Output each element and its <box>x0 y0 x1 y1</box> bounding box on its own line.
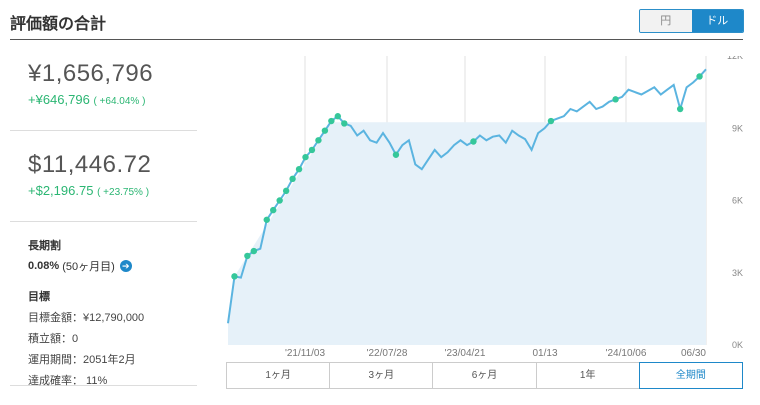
arrow-right-icon[interactable]: ➔ <box>119 260 132 272</box>
chart-point <box>263 216 270 223</box>
y-tick-label: 12K <box>727 56 743 61</box>
range-tab-1y[interactable]: 1年 <box>536 363 640 388</box>
chart-point <box>547 117 555 125</box>
highlight-points <box>231 73 703 280</box>
chart-point <box>289 175 296 183</box>
chart-point <box>308 146 316 154</box>
x-axis-ticks: '21/11/03 '22/07/28 '23/04/21 01/13 '24/10/0… <box>285 348 706 359</box>
chart-point <box>295 165 303 173</box>
chart-point <box>676 105 684 113</box>
chart-point <box>302 153 309 161</box>
chart-point <box>282 187 290 195</box>
goal-target-amount: 目標金額：¥12,790,000 <box>28 312 145 324</box>
range-tab-all[interactable]: 全期間 <box>638 362 744 389</box>
goal-monthly-contribution: 積立額：0 <box>28 333 79 345</box>
chart-point <box>250 247 258 255</box>
currency-toggle: 円 ドル <box>639 9 744 33</box>
valuation-line <box>227 68 707 324</box>
y-tick-label: 3K <box>732 268 743 278</box>
x-tick-label: 01/13 <box>532 348 557 359</box>
chart-point <box>334 113 342 120</box>
yen-gain: +¥646,796 ( +64.04% ) <box>28 92 197 107</box>
principal-area <box>228 122 706 346</box>
yen-gain-percent: ( +64.04% ) <box>93 96 146 107</box>
usd-value: $11,446.72 <box>28 151 152 178</box>
usd-gain-percent: ( +23.75% ) <box>97 187 150 198</box>
y-tick-label: 9K <box>732 123 743 133</box>
goal-probability: 達成確率： 11% <box>28 375 108 387</box>
range-tab-1m[interactable]: 1ヶ月 <box>227 363 331 388</box>
valuation-chart[interactable]: '21/11/03 '22/07/28 '23/04/21 01/13 '24/10/0… <box>200 56 760 361</box>
chart-point <box>231 273 238 280</box>
range-tab-3m[interactable]: 3ヶ月 <box>330 363 434 388</box>
chart-point <box>276 197 283 204</box>
header: 評価額の合計 円 ドル <box>10 0 744 40</box>
long-term-discount-row: 0.08% (50ヶ月目) ➔ <box>28 258 197 274</box>
x-tick-label: 06/30 <box>681 348 706 359</box>
goal-label: 目標 <box>28 291 50 303</box>
yen-value: ¥1,656,796 <box>28 60 154 87</box>
y-axis-ticks: 12K 9K 6K 3K 0K <box>727 56 743 350</box>
page-title: 評価額の合計 <box>10 16 107 33</box>
chart-point <box>270 206 277 214</box>
long-term-discount-detail: (50ヶ月目) <box>62 261 115 273</box>
chart-point <box>315 137 322 144</box>
y-tick-label: 0K <box>732 340 743 350</box>
goal-period: 運用期間：2051年2月 <box>28 354 136 366</box>
currency-dollar-button[interactable]: ドル <box>691 10 743 32</box>
chart-point <box>244 252 251 260</box>
chart-point <box>341 120 348 127</box>
x-tick-label: '23/04/21 <box>445 348 486 359</box>
long-term-discount-rate: 0.08% <box>28 260 60 272</box>
yen-gain-amount: +¥646,796 <box>28 92 90 107</box>
chart-point <box>696 73 703 80</box>
summary-panel: ¥1,656,796 +¥646,796 ( +64.04% ) $11,446… <box>10 40 197 388</box>
chart-point <box>321 127 329 134</box>
y-tick-label: 6K <box>732 196 743 206</box>
range-tabs: 1ヶ月 3ヶ月 6ヶ月 1年 全期間 <box>226 362 744 389</box>
yen-summary: ¥1,656,796 +¥646,796 ( +64.04% ) <box>10 40 197 131</box>
usd-summary: $11,446.72 +$2,196.75 ( +23.75% ) <box>10 131 197 222</box>
currency-yen-button[interactable]: 円 <box>640 10 692 32</box>
x-tick-label: '24/10/06 <box>606 348 647 359</box>
chart-point <box>470 138 477 145</box>
usd-gain: +$2,196.75 ( +23.75% ) <box>28 183 197 198</box>
x-tick-label: '21/11/03 <box>285 348 326 359</box>
details-block: 長期割 0.08% (50ヶ月目) ➔ 目標 目標金額：¥12,790,000 … <box>10 222 197 388</box>
chart-point <box>392 151 400 158</box>
range-tab-6m[interactable]: 6ヶ月 <box>433 363 537 388</box>
goal-section: 目標 目標金額：¥12,790,000 積立額：0 運用期間：2051年2月 達… <box>28 288 197 388</box>
long-term-discount-label: 長期割 <box>28 240 61 252</box>
chart-point <box>612 96 619 103</box>
x-tick-label: '22/07/28 <box>367 348 408 359</box>
chart-point <box>328 117 335 125</box>
usd-gain-amount: +$2,196.75 <box>28 183 94 198</box>
